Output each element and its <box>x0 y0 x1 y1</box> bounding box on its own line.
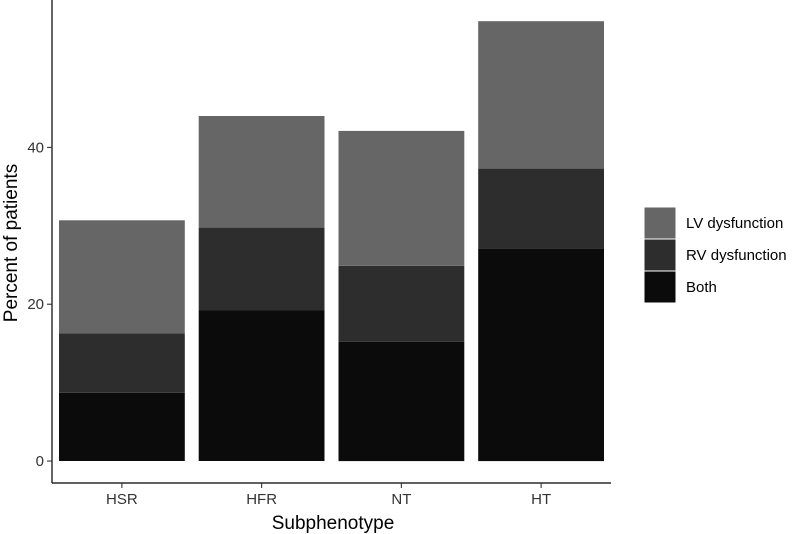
bar-ht-lv-dysfunction <box>478 21 604 169</box>
legend-swatch-lv-dysfunction <box>643 206 677 240</box>
x-axis-title: Subphenotype <box>272 513 395 534</box>
y-tick-label: 20 <box>27 296 44 313</box>
bar-hsr-both <box>59 392 185 461</box>
legend: LV dysfunction RV dysfunction Both <box>643 206 787 304</box>
bar-hfr-rv-dysfunction <box>198 227 325 311</box>
bar-hsr-lv-dysfunction <box>59 220 185 334</box>
bar-hsr-rv-dysfunction <box>59 333 185 393</box>
x-tick-label: HSR <box>106 491 138 508</box>
bar-hfr-both <box>198 310 325 461</box>
bar-nt-rv-dysfunction <box>338 265 465 342</box>
bar-ht-both <box>478 248 604 462</box>
legend-swatch-both <box>643 270 677 304</box>
legend-label-rv-dysfunction: RV dysfunction <box>686 247 787 264</box>
bar-nt-both <box>338 341 465 462</box>
y-tick-label: 40 <box>27 139 44 156</box>
bars-layer <box>59 21 604 462</box>
axes-layer: 0 20 40 HSR HFR NT HT <box>27 0 611 508</box>
bar-nt-lv-dysfunction <box>338 130 465 266</box>
bar-hfr-lv-dysfunction <box>198 116 325 228</box>
x-tick-label: HFR <box>246 491 277 508</box>
legend-label-lv-dysfunction: LV dysfunction <box>686 215 783 232</box>
y-axis-title: Percent of patients <box>1 164 22 322</box>
x-tick-label: NT <box>391 491 411 508</box>
legend-label-both: Both <box>686 279 717 296</box>
legend-swatch-rv-dysfunction <box>643 238 677 272</box>
bar-ht-rv-dysfunction <box>478 168 604 249</box>
y-tick-label: 0 <box>36 453 44 470</box>
x-tick-label: HT <box>531 491 551 508</box>
